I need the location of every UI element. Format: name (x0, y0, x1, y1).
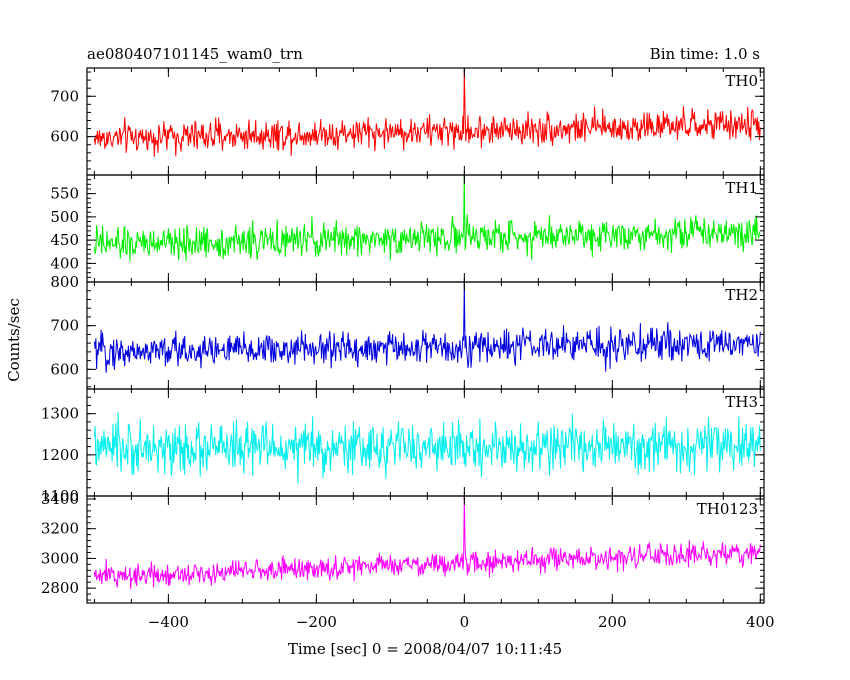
y-tick-label: 600 (50, 360, 79, 378)
y-axis-label: Counts/sec (5, 298, 23, 382)
y-tick-label: 600 (50, 128, 79, 146)
series-line-th1 (93, 175, 761, 262)
x-tick-label: 0 (460, 613, 470, 631)
panel-label-th0123: TH0123 (697, 500, 758, 518)
series-line-th3 (93, 412, 761, 484)
series-line-th0123 (93, 497, 761, 590)
y-tick-label: 550 (50, 185, 79, 203)
series-line-th0 (93, 68, 761, 157)
y-tick-label: 3000 (41, 549, 79, 567)
y-tick-label: 700 (50, 87, 79, 105)
y-tick-label: 1300 (41, 405, 79, 423)
x-tick-label: 200 (598, 613, 627, 631)
y-tick-label: 400 (50, 254, 79, 272)
y-tick-label: 700 (50, 317, 79, 335)
x-tick-label: 400 (746, 613, 775, 631)
panel-frame-th1 (86, 174, 765, 283)
panel-frame-th0123 (86, 495, 765, 604)
panel-frame-th0 (86, 67, 765, 176)
y-tick-label: 800 (50, 273, 79, 291)
y-tick-label: 450 (50, 231, 79, 249)
bin-time-label: Bin time: 1.0 s (650, 45, 760, 63)
panel-label-th3: TH3 (725, 393, 758, 411)
panel-label-th0: TH0 (725, 72, 758, 90)
x-tick-label: −200 (296, 613, 337, 631)
y-tick-label: 3200 (41, 520, 79, 538)
x-tick-label: −400 (148, 613, 189, 631)
y-tick-label: 3400 (41, 490, 79, 508)
panel-label-th1: TH1 (725, 179, 758, 197)
panel-label-th2: TH2 (725, 286, 758, 304)
y-tick-label: 2800 (41, 579, 79, 597)
x-axis-label: Time [sec] 0 = 2008/04/07 10:11:45 (288, 640, 562, 658)
series-line-th2 (93, 282, 761, 373)
y-tick-label: 1100 (41, 487, 79, 505)
y-tick-label: 1200 (41, 446, 79, 464)
y-tick-label: 500 (50, 208, 79, 226)
panels-group: 600 700 TH0 400 450 500 550 TH1 600 700 800 TH2 1100… (41, 67, 775, 631)
chart-title: ae080407101145_wam0_trn (87, 45, 303, 63)
